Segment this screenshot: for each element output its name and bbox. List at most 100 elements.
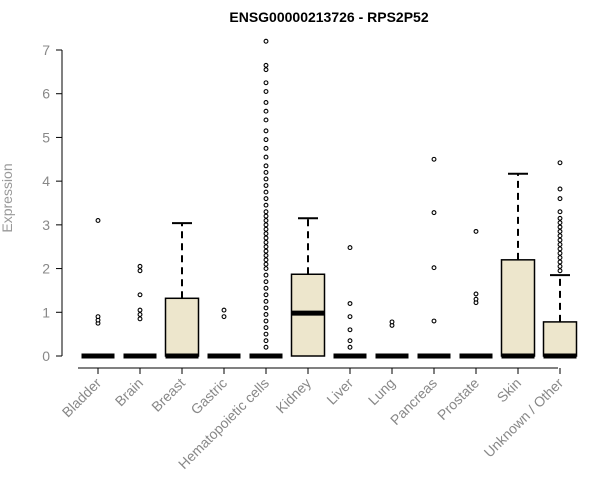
- outlier-point: [137, 307, 143, 313]
- outlier-point: [263, 189, 269, 195]
- outlier-point: [263, 108, 269, 114]
- outlier-point: [263, 318, 269, 324]
- box-unknown-other: [542, 160, 578, 359]
- outlier-point: [557, 237, 563, 243]
- outlier-point: [263, 253, 269, 258]
- outlier-point: [263, 202, 269, 208]
- box-hematopoietic-cells: [249, 38, 283, 359]
- outlier-point: [263, 325, 269, 331]
- outlier-point: [389, 319, 395, 325]
- outlier-point: [263, 145, 269, 151]
- x-tick-label: Breast: [148, 375, 188, 415]
- outlier-point: [263, 231, 269, 237]
- outlier-point: [557, 250, 563, 256]
- outlier-point: [263, 209, 269, 215]
- outlier-point: [221, 314, 227, 320]
- outlier-point: [263, 62, 269, 68]
- outlier-point: [263, 176, 269, 182]
- outlier-point: [557, 246, 563, 252]
- y-tick-label: 6: [42, 86, 50, 102]
- outlier-point: [347, 314, 353, 320]
- outlier-point: [431, 210, 437, 216]
- outlier-point: [557, 209, 563, 215]
- outlier-point: [263, 213, 269, 219]
- outlier-point: [137, 268, 143, 274]
- x-tick-label: Brain: [112, 375, 146, 409]
- box-bladder: [81, 218, 115, 359]
- outlier-point: [347, 338, 353, 344]
- outlier-point: [557, 215, 563, 221]
- outlier-point: [263, 235, 269, 241]
- outlier-point: [263, 183, 269, 188]
- box-liver: [333, 245, 367, 359]
- outlier-point: [263, 67, 269, 73]
- box-lung: [375, 319, 409, 359]
- outlier-point: [263, 100, 269, 105]
- box-brain: [123, 263, 157, 359]
- outlier-point: [263, 169, 269, 175]
- x-tick-label: Liver: [323, 375, 356, 408]
- x-tick-label: Pancreas: [387, 375, 440, 428]
- outlier-point: [263, 226, 269, 232]
- box-kidney: [290, 217, 326, 357]
- outlier-point: [263, 338, 269, 344]
- outlier-point: [347, 344, 353, 350]
- outlier-point: [557, 263, 563, 269]
- box-body: [542, 321, 578, 357]
- outlier-point: [137, 292, 143, 298]
- outlier-point: [263, 222, 269, 228]
- box-body: [164, 297, 200, 357]
- outlier-point: [137, 316, 143, 322]
- outlier-point: [263, 279, 269, 285]
- outlier-point: [263, 344, 269, 350]
- box-gastric: [207, 307, 241, 359]
- box-pancreas: [417, 156, 451, 359]
- x-tick-label: Skin: [494, 375, 525, 406]
- outlier-point: [557, 242, 563, 247]
- outlier-point: [557, 220, 563, 226]
- outlier-point: [473, 296, 479, 302]
- y-tick-label: 2: [42, 261, 50, 277]
- outlier-point: [263, 312, 269, 317]
- outlier-point: [263, 272, 269, 278]
- chart-title: ENSG00000213726 - RPS2P52: [229, 9, 428, 25]
- x-tick-label: Lung: [365, 375, 398, 408]
- outlier-point: [347, 327, 353, 333]
- outlier-point: [263, 285, 269, 291]
- outlier-point: [557, 233, 563, 239]
- outlier-point: [557, 186, 563, 192]
- box-breast: [164, 222, 200, 359]
- outlier-point: [263, 89, 269, 94]
- outlier-point: [263, 80, 269, 86]
- box-body: [500, 259, 536, 357]
- outlier-point: [557, 196, 563, 202]
- y-axis-label: Expression: [0, 163, 15, 232]
- y-tick-label: 5: [42, 129, 50, 145]
- y-tick-label: 4: [42, 173, 50, 189]
- x-tick-label: Bladder: [59, 375, 105, 421]
- x-tick-label: Unknown / Other: [481, 375, 567, 461]
- outlier-point: [263, 239, 269, 245]
- y-tick-label: 1: [42, 304, 50, 320]
- outlier-point: [263, 137, 269, 143]
- x-tick-label: Prostate: [434, 375, 482, 423]
- outlier-point: [263, 117, 269, 123]
- outlier-point: [473, 228, 479, 234]
- y-ticks: 0 1 2 3 4 5 6 7: [42, 42, 62, 364]
- outlier-point: [263, 331, 269, 337]
- outlier-point: [263, 305, 269, 311]
- outlier-point: [557, 255, 563, 261]
- outlier-point: [263, 298, 269, 304]
- outlier-point: [557, 224, 563, 230]
- y-tick-label: 7: [42, 42, 50, 58]
- box-prostate: [459, 228, 493, 359]
- outlier-point: [263, 38, 269, 44]
- outlier-point: [263, 292, 269, 298]
- outlier-point: [263, 128, 269, 134]
- outlier-point: [263, 196, 269, 202]
- outlier-point: [137, 263, 143, 269]
- outlier-point: [431, 156, 437, 162]
- outlier-point: [221, 307, 227, 313]
- boxes-group: [81, 38, 578, 359]
